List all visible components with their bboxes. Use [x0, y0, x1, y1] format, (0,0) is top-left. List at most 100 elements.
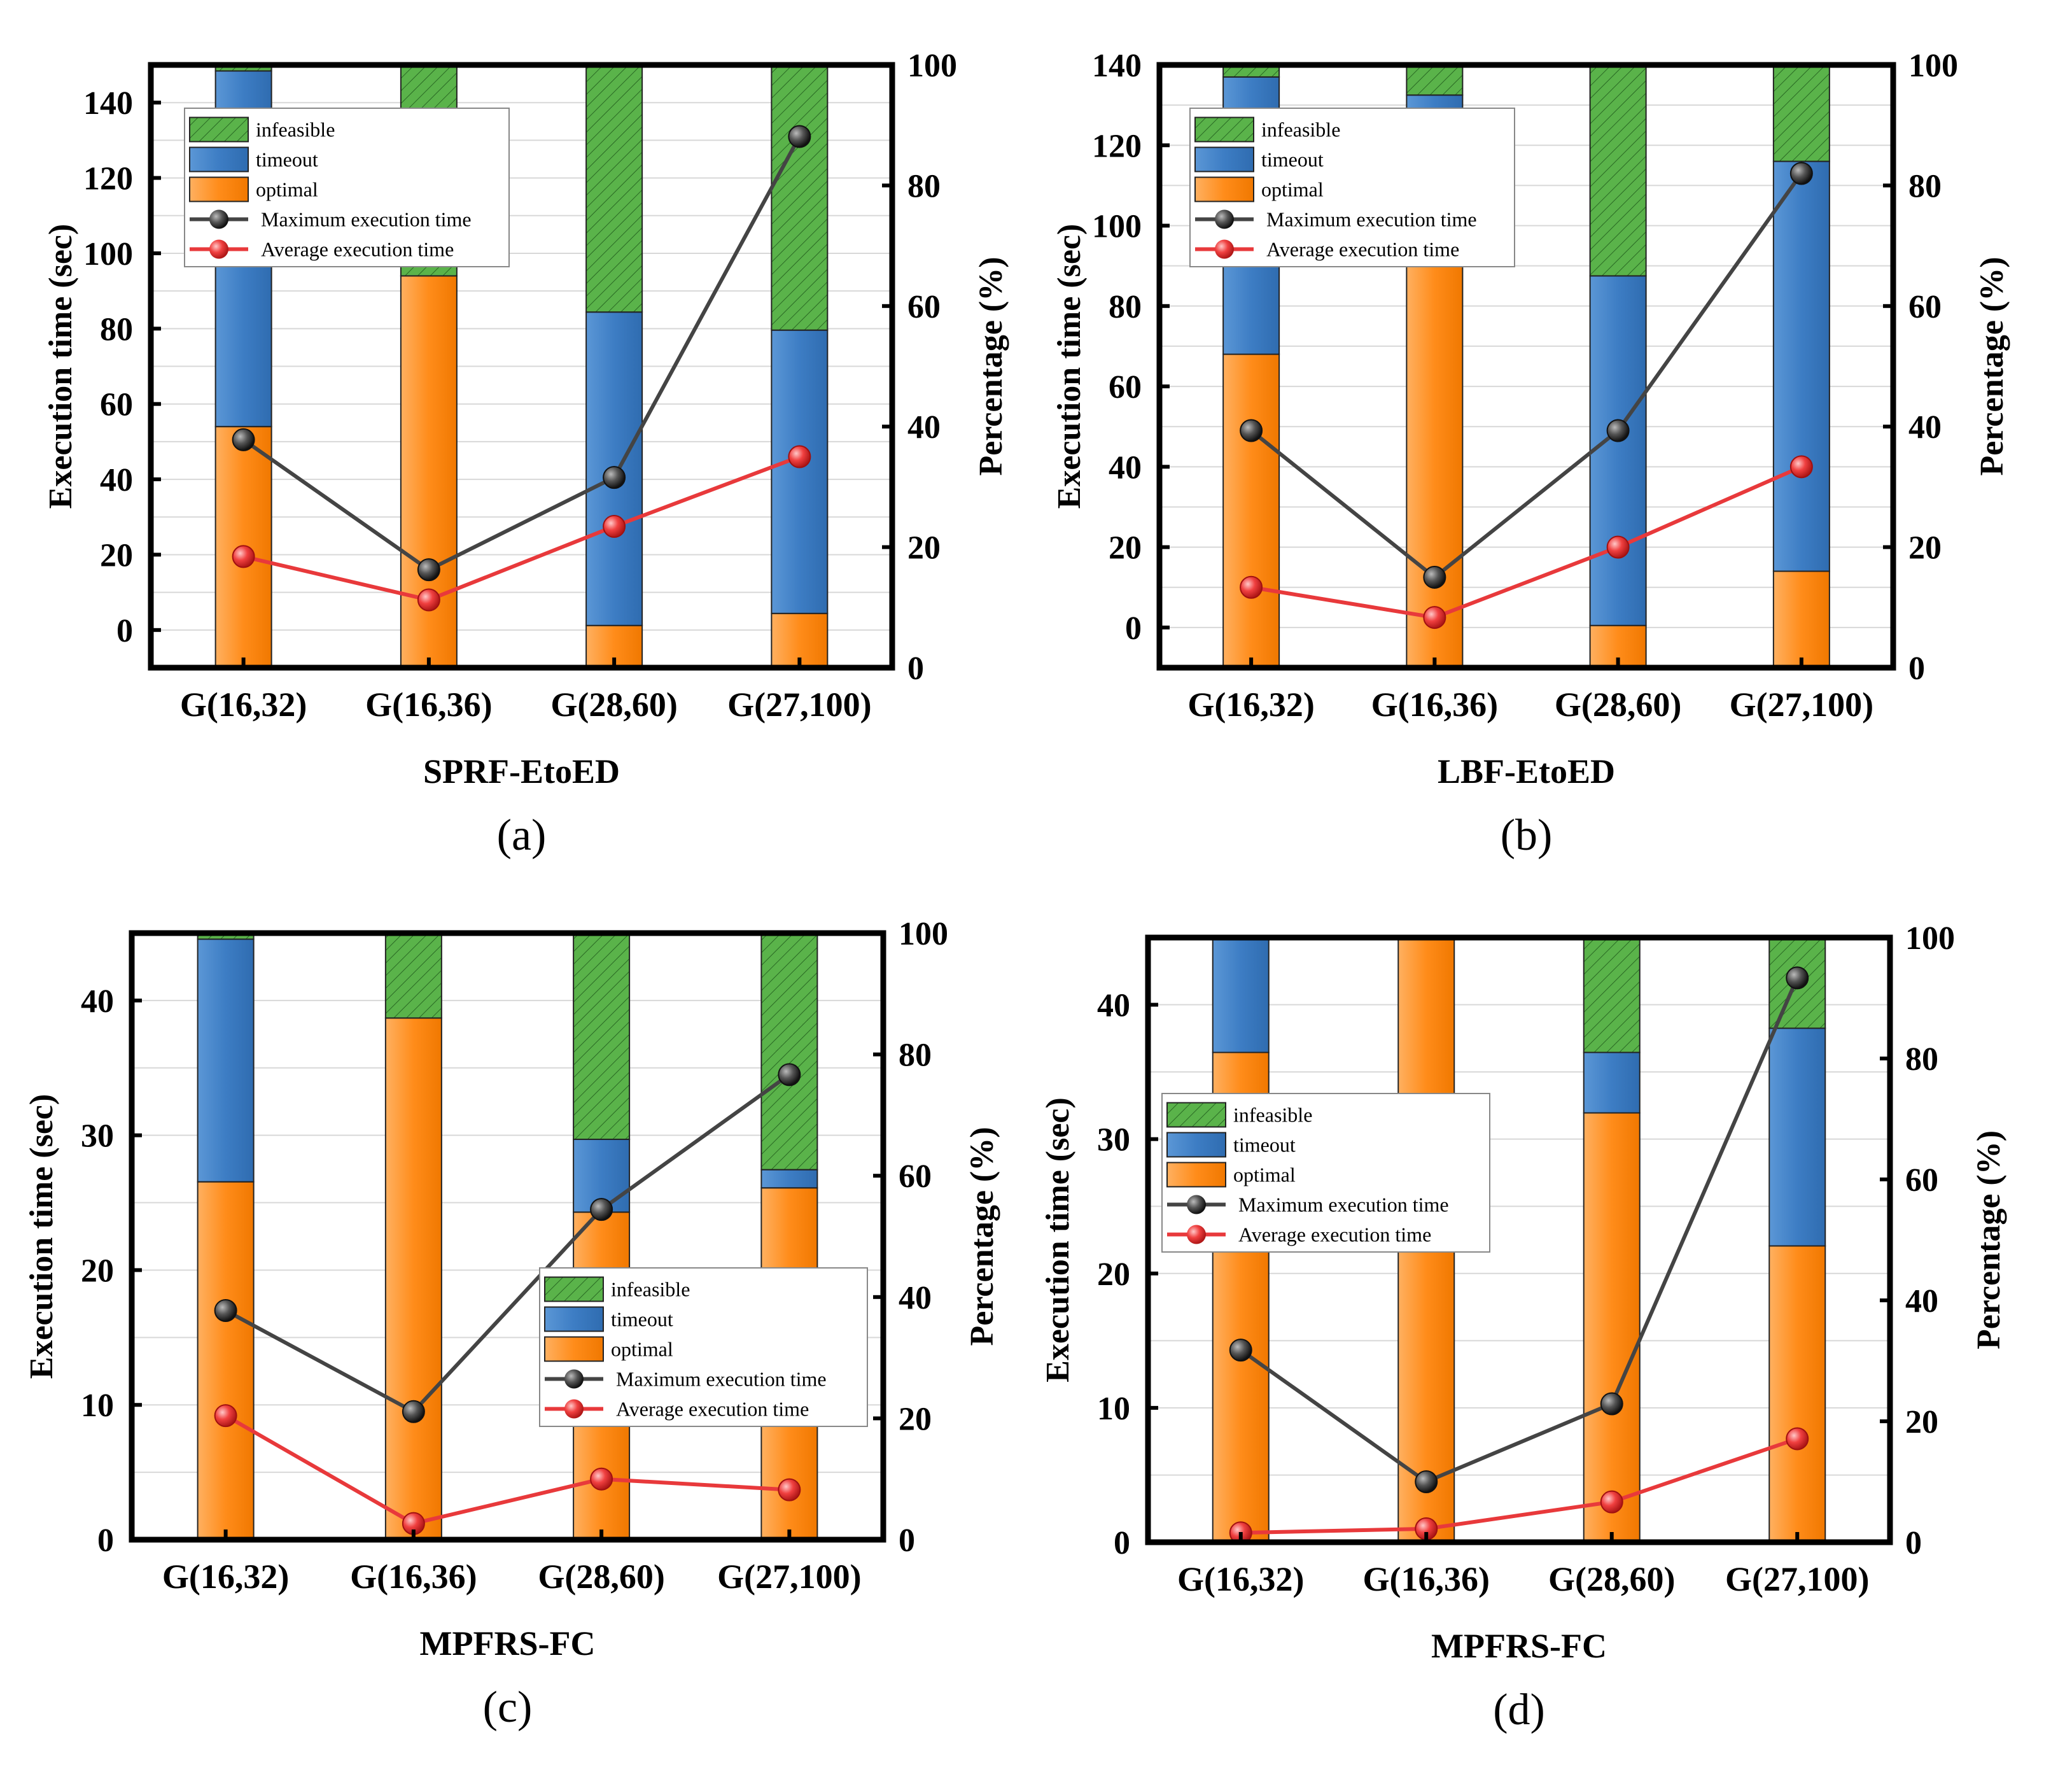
max-time-point [1240, 419, 1263, 442]
y-tick-label: 20 [100, 537, 133, 573]
panel-subtitle: SPRF-EtoED [423, 752, 620, 791]
max-time-point [214, 1298, 237, 1322]
max-time-point [788, 125, 811, 148]
bar-stack [1589, 64, 1647, 669]
y-tick-label: 60 [1109, 369, 1142, 405]
bar-infeasible [1583, 937, 1641, 1053]
legend-label-avg: Average execution time [616, 1398, 809, 1421]
max-time-point [1415, 1470, 1438, 1493]
avg-time-point [590, 1467, 613, 1491]
panel-label: (b) [1501, 811, 1553, 860]
avg-time-point [417, 588, 440, 612]
bar-optimal [1772, 570, 1830, 668]
legend-marker-avg [564, 1399, 584, 1419]
y-tick-label: 140 [1092, 48, 1142, 84]
panel-label: (c) [483, 1683, 533, 1732]
y2-axis-title: Percentage (%) [1971, 1130, 2007, 1349]
x-tick-label: G(28,60) [1555, 686, 1681, 724]
bar-infeasible [384, 932, 442, 1019]
max-time-line [1250, 172, 1803, 580]
max-time-point [1423, 565, 1446, 589]
y2-axis-title: Percentage (%) [1974, 257, 2010, 475]
y2-axis-title: Percentage (%) [964, 1127, 1000, 1346]
x-tick-label: G(28,60) [538, 1558, 664, 1596]
x-tick-label: G(16,36) [1363, 1560, 1490, 1598]
y2-tick-label: 60 [1905, 1162, 1938, 1199]
x-tick-label: G(28,60) [550, 686, 677, 724]
bar-infeasible [1772, 64, 1830, 162]
y-tick-label: 0 [1114, 1525, 1130, 1561]
legend-marker-max [564, 1369, 584, 1389]
y2-tick-label: 60 [1908, 289, 1942, 325]
legend-swatch-infeasible [189, 116, 249, 143]
max-time-point [1600, 1392, 1623, 1416]
plot-frame [129, 930, 886, 1543]
max-time-point [1606, 419, 1630, 442]
y2-tick-label: 40 [1905, 1283, 1938, 1319]
max-time-point [1789, 162, 1813, 185]
legend-swatch-optimal [1166, 1162, 1226, 1188]
y-tick-label: 40 [1097, 988, 1130, 1024]
legend: infeasible timeout optimal Maximum executio… [184, 108, 510, 267]
y-tick-label: 40 [100, 462, 133, 498]
bar-stack [384, 932, 442, 1541]
legend-label-optimal: optimal [256, 178, 318, 201]
bar-optimal [384, 1017, 442, 1541]
y-axis-title: Execution time (sec) [43, 224, 79, 509]
legend-swatch-infeasible [1194, 116, 1254, 143]
legend-label-max: Maximum execution time [261, 208, 472, 231]
bar-timeout [1583, 1051, 1641, 1114]
y-tick-label: 20 [81, 1253, 114, 1289]
bar-infeasible [771, 64, 829, 331]
y-tick-label: 0 [97, 1522, 114, 1559]
legend: infeasible timeout optimal Maximum executio… [1161, 1093, 1490, 1253]
y2-tick-label: 60 [899, 1158, 932, 1195]
plot-frame [1145, 934, 1893, 1545]
y2-tick-label: 0 [1908, 650, 1925, 687]
y-tick-label: 140 [83, 85, 133, 122]
y2-tick-label: 100 [907, 48, 957, 84]
legend-swatch-optimal [189, 176, 249, 202]
legend-label-optimal: optimal [1261, 178, 1324, 201]
bar-timeout [197, 938, 255, 1183]
y-axis-title: Execution time (sec) [24, 1094, 60, 1379]
panel-subtitle: MPFRS-FC [1431, 1627, 1607, 1665]
panel-label: (a) [497, 811, 547, 860]
bar-stack [573, 932, 631, 1540]
avg-time-point [1606, 535, 1630, 559]
avg-time-point [788, 445, 811, 468]
avg-time-line [242, 454, 801, 602]
y2-tick-label: 100 [1905, 920, 1955, 957]
panel-a: 0 20 40 60 80 100 120 140 0 20 40 60 80 100 G(16,32) G(… [43, 48, 1009, 860]
y-tick-label: 40 [1109, 449, 1142, 486]
panel-label: (d) [1493, 1685, 1545, 1734]
y2-tick-label: 0 [907, 650, 924, 687]
y2-tick-label: 20 [899, 1401, 932, 1437]
bar-timeout [771, 329, 829, 614]
y-tick-label: 30 [1097, 1122, 1130, 1158]
bar-optimal [1768, 1245, 1826, 1543]
max-time-line [1240, 977, 1800, 1484]
max-time-point [603, 466, 626, 489]
legend-label-optimal: optimal [611, 1338, 673, 1361]
max-time-point [402, 1400, 425, 1423]
bar-timeout [760, 1169, 818, 1189]
y-tick-label: 20 [1097, 1256, 1130, 1293]
legend-label-optimal: optimal [1233, 1164, 1296, 1186]
y2-tick-label: 20 [907, 530, 941, 566]
y2-tick-label: 40 [899, 1280, 932, 1316]
y-tick-label: 0 [1125, 610, 1142, 647]
avg-time-point [1789, 455, 1813, 479]
legend-marker-max [1215, 209, 1234, 229]
bar-infeasible [585, 64, 643, 313]
y-tick-label: 10 [81, 1388, 114, 1424]
legend-label-infeasible: infeasible [1233, 1104, 1312, 1127]
y2-tick-label: 20 [1905, 1404, 1938, 1440]
avg-time-point [1423, 606, 1446, 629]
max-time-point [417, 558, 440, 582]
bar-timeout [1772, 160, 1830, 572]
x-tick-label: G(16,32) [1177, 1560, 1304, 1598]
legend-swatch-timeout [1166, 1132, 1226, 1158]
y-tick-label: 0 [116, 613, 133, 649]
panel-subtitle: LBF-EtoED [1438, 752, 1615, 791]
